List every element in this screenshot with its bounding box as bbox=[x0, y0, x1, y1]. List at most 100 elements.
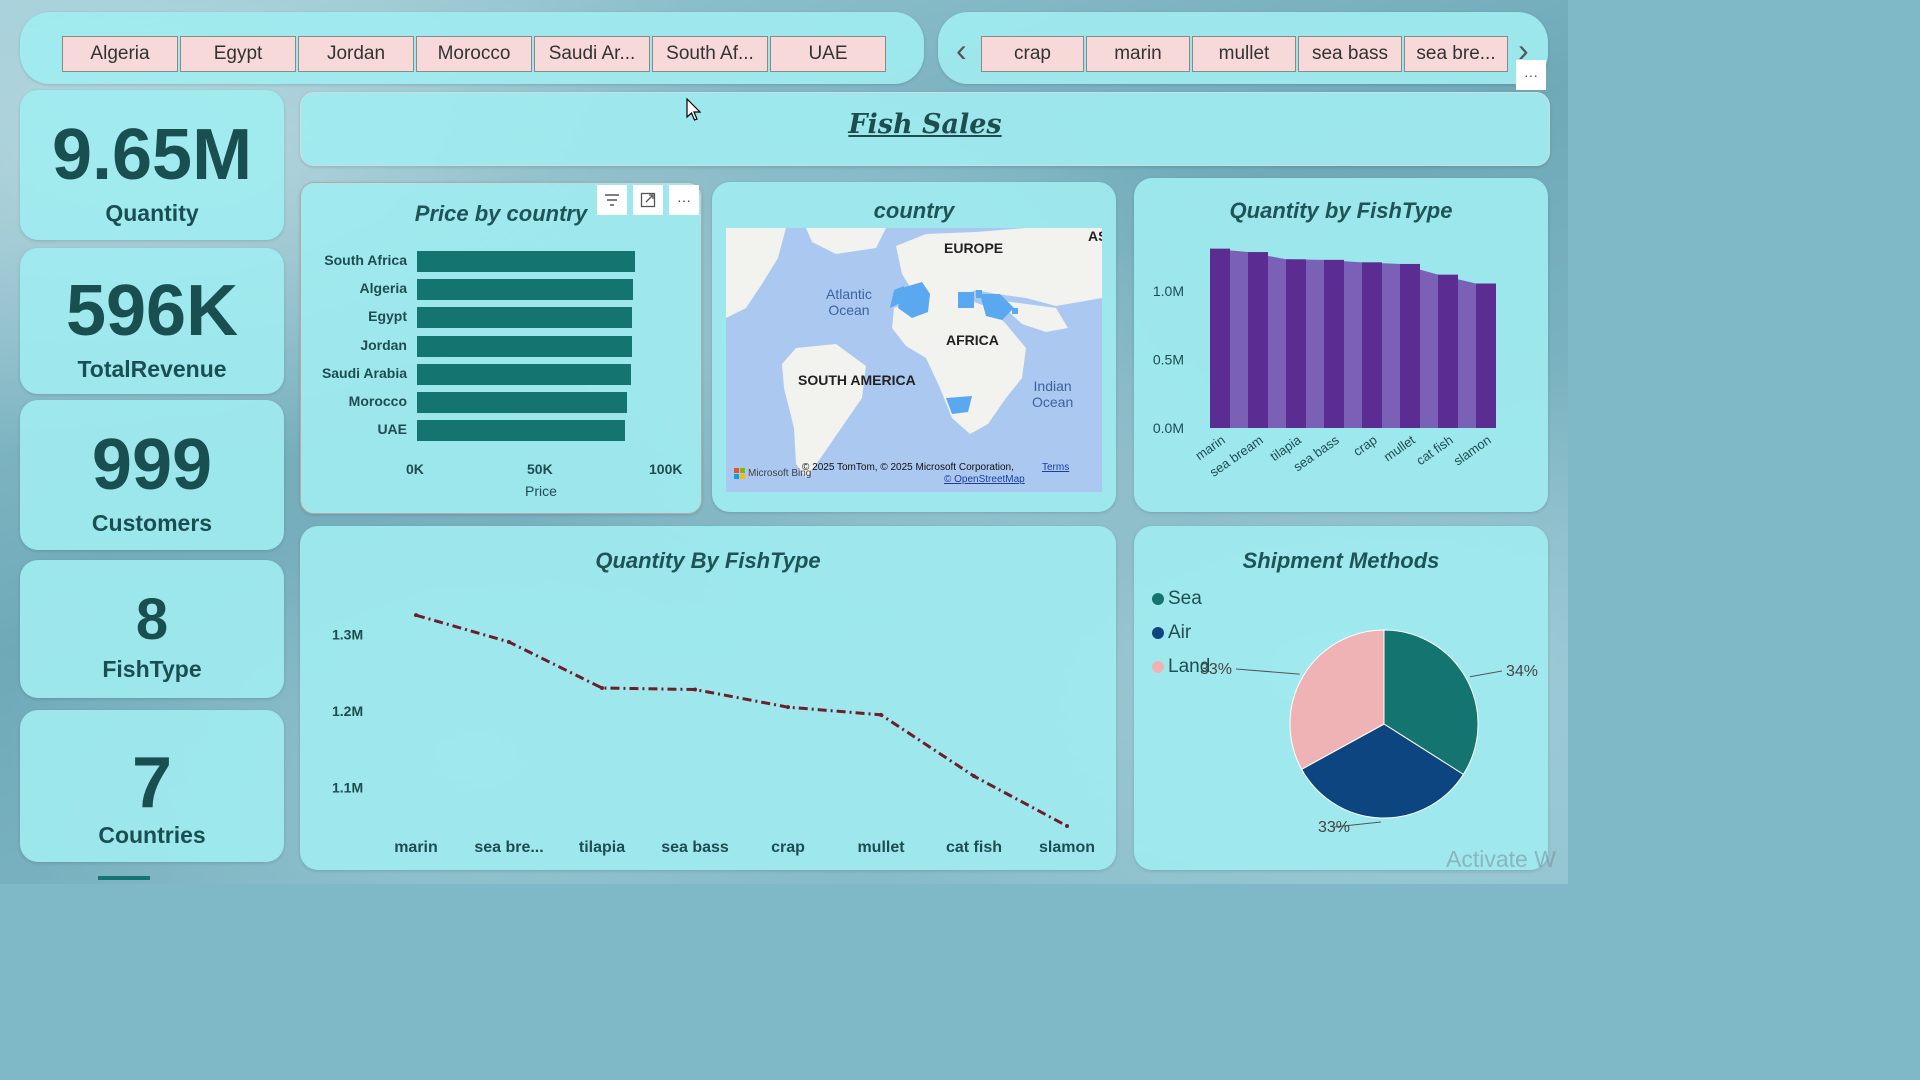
quantity-column[interactable] bbox=[1210, 248, 1230, 428]
slicer-fish-crap[interactable]: crap bbox=[981, 36, 1084, 72]
quantity-line-chart[interactable]: 1.1M 1.2M 1.3M marin sea bre... tilapia sea ba… bbox=[300, 526, 1116, 870]
kpi-countries: 7 Countries bbox=[20, 710, 284, 862]
line-xaxis-tick: marin bbox=[394, 839, 438, 856]
quantity-column[interactable] bbox=[1438, 274, 1458, 428]
pie-data-label: 34% bbox=[1506, 663, 1538, 680]
line-xaxis-tick: sea bass bbox=[661, 839, 729, 856]
shipment-pie-chart[interactable]: 34% 33% 33% bbox=[1134, 526, 1548, 870]
line-yaxis-tick: 1.2M bbox=[332, 703, 363, 719]
column-ribbon bbox=[1210, 248, 1496, 428]
price-bar[interactable] bbox=[417, 363, 631, 385]
price-xaxis-tick: 100K bbox=[649, 461, 683, 477]
legend-land[interactable]: Land bbox=[1152, 656, 1210, 678]
price-xaxis-tick: 50K bbox=[527, 461, 553, 477]
quantity-line[interactable] bbox=[415, 613, 1068, 828]
column-yaxis-tick: 0.0M bbox=[1153, 420, 1184, 436]
kpi-customers: 999 Customers bbox=[20, 400, 284, 550]
filter-icon[interactable] bbox=[597, 185, 627, 215]
legend-sea-label: Sea bbox=[1168, 588, 1202, 609]
focus-mode-icon[interactable] bbox=[633, 185, 663, 215]
kpi-total-revenue-label: TotalRevenue bbox=[77, 356, 227, 382]
price-bar[interactable] bbox=[417, 279, 634, 301]
price-chart-title: Price by country bbox=[414, 201, 588, 226]
kpi-countries-label: Countries bbox=[98, 822, 206, 848]
country-map[interactable]: EUROPE AS AFRICA SOUTH AMERICA Atlantic … bbox=[726, 228, 1102, 492]
line-xaxis-tick: tilapia bbox=[579, 839, 625, 856]
map-shapes bbox=[726, 228, 1102, 478]
price-category-label: Morocco bbox=[348, 393, 407, 409]
saudi-shape bbox=[980, 294, 1014, 320]
quantity-column[interactable] bbox=[1248, 252, 1268, 428]
legend-sea[interactable]: Sea bbox=[1152, 588, 1202, 610]
slicer-country-algeria[interactable]: Algeria bbox=[62, 36, 178, 72]
price-bar[interactable] bbox=[417, 307, 632, 329]
quantity-column[interactable] bbox=[1286, 259, 1306, 428]
activate-windows-watermark: Activate W bbox=[1446, 846, 1556, 872]
column-yaxis-tick: 1.0M bbox=[1153, 283, 1184, 299]
slicer-country-egypt[interactable]: Egypt bbox=[180, 36, 296, 72]
price-by-country-card[interactable]: Price by country ··· South Africa Algeria… bbox=[300, 182, 702, 514]
slicer-more-options-icon[interactable]: ··· bbox=[1516, 60, 1546, 90]
column-yaxis-tick: 0.5M bbox=[1153, 352, 1184, 368]
uae-shape bbox=[1012, 308, 1018, 314]
pie-slice[interactable] bbox=[1383, 629, 1479, 776]
slicer-country-uae[interactable]: UAE bbox=[770, 36, 886, 72]
title-card: Fish Sales bbox=[300, 92, 1550, 166]
map-attribution: © 2025 TomTom, © 2025 Microsoft Corporat… bbox=[802, 462, 1014, 473]
legend-air[interactable]: Air bbox=[1152, 622, 1191, 644]
egypt-shape bbox=[958, 292, 974, 308]
map-title: country bbox=[873, 198, 955, 223]
slicer-fish-sea-bass[interactable]: sea bass bbox=[1298, 36, 1402, 72]
quantity-column[interactable] bbox=[1362, 262, 1382, 428]
slicer-fish-sea-bream[interactable]: sea bre... bbox=[1404, 36, 1508, 72]
line-point[interactable] bbox=[507, 640, 511, 644]
pie-data-label: 33% bbox=[1200, 661, 1232, 678]
chevron-left-icon[interactable]: ‹ bbox=[956, 32, 967, 68]
price-bar[interactable] bbox=[417, 392, 627, 413]
column-xaxis-tick: slamon bbox=[1451, 432, 1494, 468]
south-africa-shape bbox=[946, 396, 972, 414]
price-bar[interactable] bbox=[417, 420, 625, 442]
quantity-column[interactable] bbox=[1324, 259, 1344, 428]
more-options-icon[interactable]: ··· bbox=[669, 185, 699, 215]
quantity-column-card: Quantity by FishType 0.0M 0.5M 1.0M marin se… bbox=[1134, 178, 1548, 512]
legend-air-label: Air bbox=[1168, 622, 1192, 643]
morocco-shape bbox=[890, 286, 904, 308]
price-bar[interactable] bbox=[417, 251, 635, 272]
map-label-asia: AS bbox=[1088, 228, 1102, 244]
line-point[interactable] bbox=[693, 687, 697, 692]
kpi-quantity-value: 9.65M bbox=[51, 115, 253, 195]
line-point[interactable] bbox=[879, 712, 883, 717]
quantity-column[interactable] bbox=[1400, 263, 1420, 428]
slicer-country-south-africa[interactable]: South Af... bbox=[652, 36, 768, 72]
line-xaxis-tick: crap bbox=[771, 839, 805, 856]
kpi-total-revenue-value: 596K bbox=[65, 271, 239, 351]
map-label-europe: EUROPE bbox=[944, 240, 1004, 256]
slicer-fish-marin[interactable]: marin bbox=[1086, 36, 1190, 72]
line-point[interactable] bbox=[972, 774, 976, 779]
map-brand-text: Microsoft Bing bbox=[748, 468, 812, 479]
quantity-column[interactable] bbox=[1476, 283, 1496, 428]
kpi-total-revenue: 596K TotalRevenue bbox=[20, 248, 284, 394]
slicer-country-saudi-arabia[interactable]: Saudi Ar... bbox=[534, 36, 650, 72]
kpi-customers-value: 999 bbox=[91, 425, 213, 505]
line-point[interactable] bbox=[414, 613, 418, 618]
microsoft-logo-icon bbox=[734, 468, 745, 479]
slicer-country-morocco[interactable]: Morocco bbox=[416, 36, 532, 72]
price-category-label: South Africa bbox=[324, 252, 407, 268]
legend-land-label: Land bbox=[1168, 656, 1211, 677]
slicer-fish-mullet[interactable]: mullet bbox=[1192, 36, 1296, 72]
fishtype-slicer: ‹ crap marin mullet sea bass sea bre... … bbox=[938, 12, 1548, 84]
price-bar[interactable] bbox=[417, 335, 632, 357]
line-point[interactable] bbox=[1065, 824, 1069, 828]
map-terms-link[interactable]: Terms bbox=[1042, 462, 1070, 473]
pie-slice[interactable] bbox=[1289, 629, 1385, 770]
line-point[interactable] bbox=[786, 705, 790, 710]
price-category-label: Egypt bbox=[368, 308, 407, 325]
line-point[interactable] bbox=[600, 686, 604, 690]
slicer-country-jordan[interactable]: Jordan bbox=[298, 36, 414, 72]
map-osm-link[interactable]: © OpenStreetMap bbox=[944, 474, 1025, 485]
chevron-right-icon[interactable]: › bbox=[1518, 32, 1529, 68]
pie-data-label: 33% bbox=[1318, 819, 1350, 836]
